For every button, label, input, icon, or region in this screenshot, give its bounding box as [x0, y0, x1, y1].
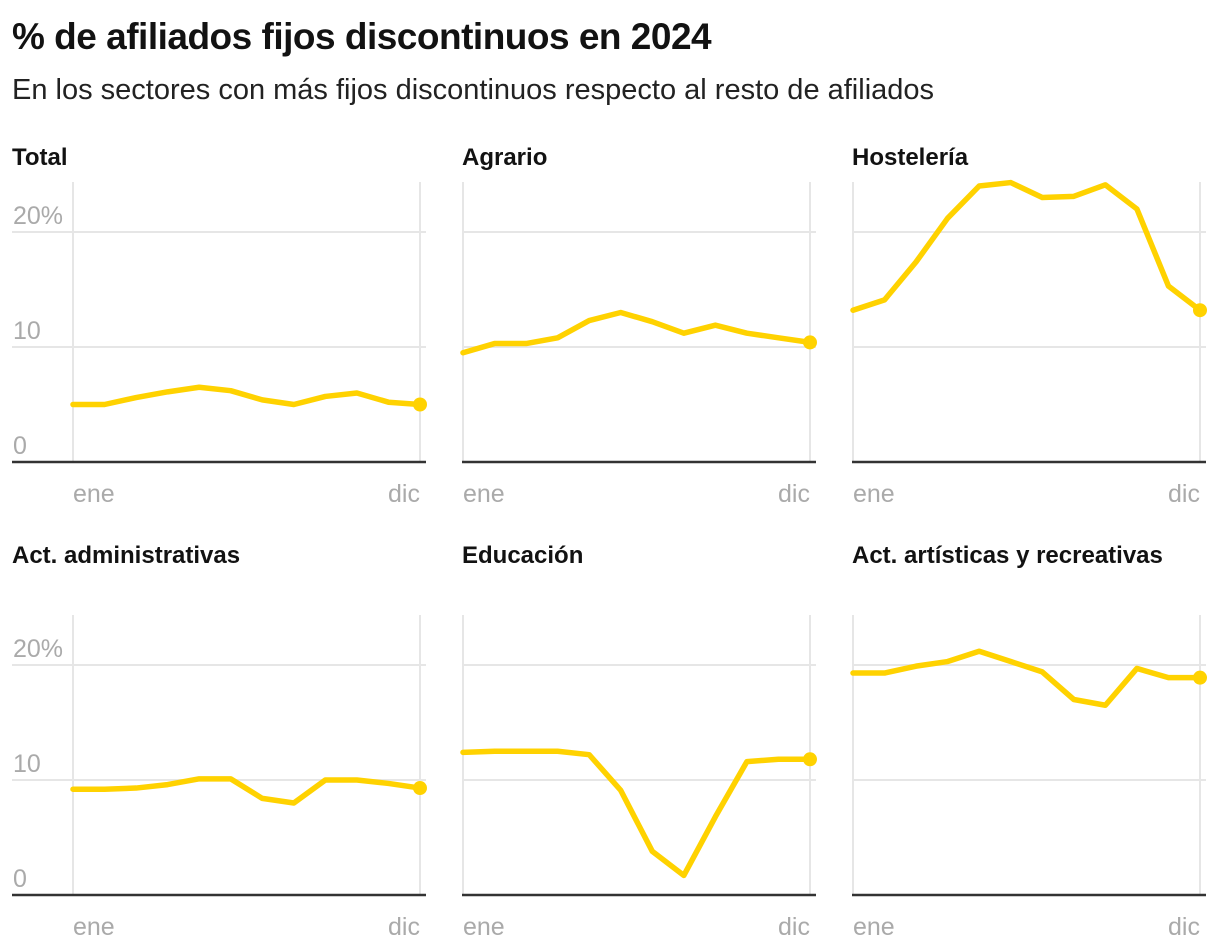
x-tick-label: dic — [388, 913, 420, 941]
line-chart: 0 10 20% ene dic — [12, 182, 427, 508]
y-tick-label: 0 — [13, 865, 27, 893]
line-chart: ene dic — [460, 182, 817, 508]
end-point-marker — [1193, 303, 1207, 318]
end-point-marker — [803, 752, 817, 767]
panel-title: Agrario — [462, 144, 548, 171]
panel-4: Educación ene dic — [460, 538, 840, 941]
end-point-marker — [413, 781, 427, 796]
chart-title: % de afiliados fijos discontinuos en 202… — [12, 16, 712, 57]
y-tick-label: 20% — [13, 202, 63, 230]
line-chart: ene dic — [460, 615, 817, 941]
series-line — [850, 179, 1203, 313]
panel-title: Act. artísticas y recreativas — [852, 542, 1163, 569]
x-tick-label: dic — [388, 480, 420, 508]
x-tick-label: ene — [463, 480, 505, 508]
end-point-marker — [413, 397, 427, 412]
series-line — [460, 309, 813, 356]
panel-title: Total — [12, 144, 68, 171]
panel-3: Act. administrativas 0 10 20% ene dic — [10, 538, 427, 941]
line-chart: ene dic — [850, 615, 1207, 941]
line-chart: ene dic — [850, 179, 1207, 508]
x-tick-label: dic — [778, 913, 810, 941]
x-tick-label: ene — [73, 913, 115, 941]
panel-0: Total 0 10 20% ene dic — [10, 140, 427, 540]
panel-title: Educación — [462, 542, 584, 569]
series-line — [70, 776, 423, 806]
x-tick-label: ene — [853, 913, 895, 941]
x-tick-label: dic — [1168, 480, 1200, 508]
line-chart: 0 10 20% ene dic — [12, 615, 427, 941]
y-tick-label: 10 — [13, 317, 41, 345]
series-line — [70, 384, 423, 408]
panel-title: Act. administrativas — [12, 542, 241, 569]
panel-2: Hostelería ene dic — [850, 140, 1220, 540]
y-tick-label: 0 — [13, 432, 27, 460]
x-tick-label: ene — [73, 480, 115, 508]
y-tick-label: 10 — [13, 750, 41, 778]
y-tick-label: 20% — [13, 635, 63, 663]
x-tick-label: dic — [1168, 913, 1200, 941]
end-point-marker — [803, 335, 817, 350]
chart-subtitle: En los sectores con más fijos discontinu… — [12, 74, 935, 106]
x-tick-label: dic — [778, 480, 810, 508]
panel-1: Agrario ene dic — [460, 140, 840, 540]
panel-5: Act. artísticas y recreativas ene dic — [850, 538, 1220, 941]
series-line — [460, 748, 813, 879]
series-line — [850, 648, 1203, 708]
x-tick-label: ene — [853, 480, 895, 508]
x-tick-label: ene — [463, 913, 505, 941]
panel-title: Hostelería — [852, 144, 969, 171]
end-point-marker — [1193, 670, 1207, 685]
